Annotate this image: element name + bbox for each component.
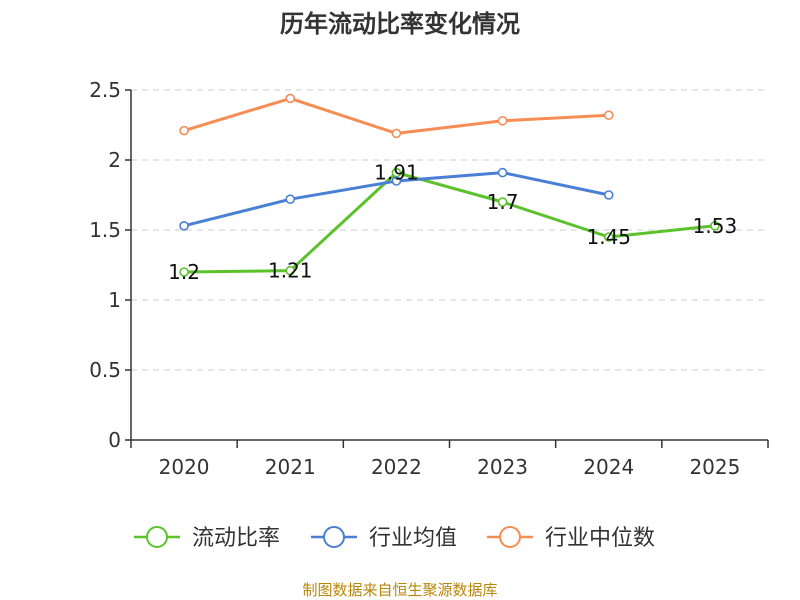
x-tick-label: 2025 — [689, 455, 740, 479]
data-point[interactable] — [710, 221, 720, 231]
legend-label[interactable]: 行业中位数 — [545, 526, 655, 551]
legend[interactable]: 流动比率 行业均值 行业中位数 — [134, 526, 655, 551]
axes: 0 0.5 1 1.5 2 2.5 2020 2021 2022 2023 2024 2025 — [89, 78, 769, 479]
data-point[interactable] — [497, 167, 508, 178]
data-label: 1.21 — [268, 259, 313, 283]
data-point[interactable] — [285, 265, 296, 276]
data-label: 1.7 — [487, 190, 519, 214]
data-point[interactable] — [391, 176, 402, 186]
y-tick-label: 2.5 — [89, 78, 121, 102]
legend-label[interactable]: 行业均值 — [369, 526, 457, 551]
data-point[interactable] — [603, 232, 614, 242]
x-tick-label: 2023 — [477, 455, 528, 479]
series-line-3 — [183, 96, 609, 135]
source-credit: 制图数据来自恒生聚源数据库 — [302, 581, 497, 599]
series-line-1 — [184, 171, 716, 274]
chart-title: 历年流动比率变化情况 — [280, 10, 520, 38]
data-label: 1.2 — [168, 260, 200, 284]
data-label: 1.53 — [693, 214, 738, 238]
data-point[interactable] — [603, 110, 614, 120]
x-tick-label: 2022 — [371, 455, 422, 479]
x-tick-label: 2020 — [159, 455, 210, 479]
data-point[interactable] — [285, 93, 296, 104]
series-layer — [179, 93, 720, 277]
y-tick-label: 0 — [108, 428, 121, 452]
x-tick-label: 2024 — [583, 455, 634, 479]
data-point[interactable] — [497, 197, 508, 207]
data-point[interactable] — [285, 194, 296, 204]
data-point[interactable] — [179, 267, 189, 277]
legend-label[interactable]: 流动比率 — [192, 526, 280, 551]
y-tick-label: 2 — [108, 148, 121, 172]
data-label: 1.91 — [374, 161, 419, 185]
y-tick-label: 1.5 — [89, 218, 121, 242]
data-point[interactable] — [497, 116, 508, 126]
data-point[interactable] — [603, 190, 614, 200]
legend-swatch-marker[interactable] — [499, 526, 521, 548]
x-tick-label: 2021 — [265, 455, 316, 479]
y-tick-label: 0.5 — [89, 358, 121, 382]
data-labels: 1.2 1.21 1.91 1.7 1.45 1.53 — [168, 161, 737, 284]
data-point[interactable] — [391, 128, 402, 139]
y-tick-label: 1 — [108, 288, 121, 312]
legend-swatch-marker[interactable] — [323, 526, 345, 548]
data-point[interactable] — [179, 125, 189, 136]
data-label: 1.45 — [586, 225, 631, 249]
legend-swatch-marker[interactable] — [146, 526, 168, 548]
data-point[interactable] — [179, 221, 189, 231]
